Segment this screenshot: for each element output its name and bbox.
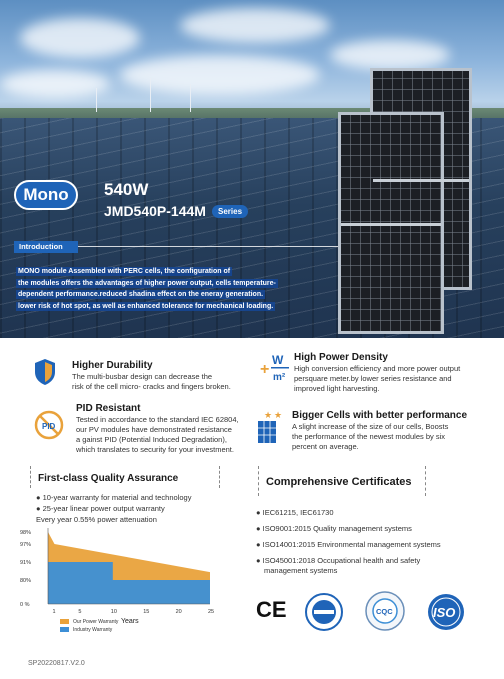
svg-text:CE: CE: [256, 597, 286, 622]
cqc-logo: CQC: [364, 590, 406, 632]
bigger-cells-icon: ★ ★: [254, 408, 288, 444]
model-number: JMD540P-144M: [104, 203, 206, 219]
x-axis-label: Years: [121, 618, 139, 625]
quality-item: ● 10-year warranty for material and tech…: [36, 493, 192, 502]
series-badge: Series: [212, 205, 249, 218]
y-tick-label: 91%: [20, 560, 31, 566]
power-density-text: High conversion efficiency and more powe…: [294, 364, 461, 393]
legend-swatch: [60, 627, 69, 633]
bigger-cells-title: Bigger Cells with better performance: [292, 410, 468, 421]
pid-icon: PID: [34, 410, 64, 440]
attenuation-text: Every year 0.55% power attenuation: [36, 515, 157, 524]
legend-swatch: [60, 619, 69, 625]
svg-text:PID: PID: [42, 422, 56, 431]
y-tick-label: 80%: [20, 578, 31, 584]
certificate-item: ● ISO14001:2015 Environmental management…: [256, 540, 441, 549]
power-rating: 540W: [104, 180, 149, 199]
x-tick-label: 10: [111, 609, 117, 615]
quality-title: First-class Quality Assurance: [38, 473, 179, 484]
power-density-title: High Power Density: [294, 352, 388, 363]
series-area-1: [48, 562, 210, 604]
svg-text:★: ★: [274, 411, 282, 421]
pid-text: Tested in accordance to the standard IEC…: [76, 415, 239, 454]
svg-text:ISO: ISO: [433, 605, 455, 620]
y-tick-label: 98%: [20, 530, 31, 536]
certificate-item: ● ISO45001:2018 Occupational health and …: [256, 556, 421, 565]
svg-text:★: ★: [264, 411, 272, 421]
hero-banner: Mono 540W JMD540P-144M Series Introducti…: [0, 0, 504, 338]
bigger-cells-text: A slight increase of the size of our cel…: [292, 422, 449, 451]
svg-text:m²: m²: [273, 372, 286, 383]
quality-item: ● 25-year linear power output warranty: [36, 504, 165, 513]
svg-text:+: +: [260, 361, 269, 378]
introduction-text: MONO module Assembled with PERC cells, t…: [16, 267, 278, 311]
introduction-divider: [78, 246, 338, 247]
mono-badge: Mono: [14, 180, 78, 210]
durability-text: The multi-busbar design can decrease the…: [72, 372, 231, 391]
power-density-icon: + W m²: [258, 350, 292, 384]
solar-panel-front: [338, 112, 444, 334]
x-tick-label: 20: [176, 609, 182, 615]
iso-logo: ISO: [426, 592, 466, 632]
certificate-item: ● ISO9001:2015 Quality management system…: [256, 524, 412, 533]
quality-box-frame: [30, 466, 220, 488]
x-tick-label: 5: [78, 609, 81, 615]
legend-industry-warranty: Industry Warranty: [60, 627, 112, 633]
svg-text:W: W: [272, 353, 284, 367]
legend-our-warranty: Our Power Warranty: [60, 619, 118, 625]
y-tick-label: 0 %: [20, 602, 30, 608]
x-tick-label: 1: [52, 609, 55, 615]
warranty-chart: 98% 97% 91% 80% 0 % 1 5 10 15 20 25 Years: [18, 522, 228, 640]
y-tick-label: 97%: [20, 542, 31, 548]
durability-title: Higher Durability: [72, 360, 153, 371]
solar-panel-back: [370, 68, 472, 290]
introduction-tab: Introduction: [14, 241, 78, 253]
ce-logo: CE: [256, 596, 287, 622]
x-tick-label: 25: [208, 609, 214, 615]
certificate-item: ● IEC61215, IEC61730: [256, 508, 334, 517]
pid-title: PID Resistant: [76, 403, 141, 414]
certificates-title: Comprehensive Certificates: [266, 476, 412, 488]
certificates-box-frame: [258, 466, 426, 496]
svg-text:CQC: CQC: [376, 607, 393, 616]
tuv-logo: [304, 592, 344, 632]
certificate-item: management systems: [264, 566, 338, 575]
shield-icon: [34, 358, 56, 386]
document-code: SP20220817.V2.0: [28, 660, 85, 667]
x-tick-label: 15: [143, 609, 149, 615]
